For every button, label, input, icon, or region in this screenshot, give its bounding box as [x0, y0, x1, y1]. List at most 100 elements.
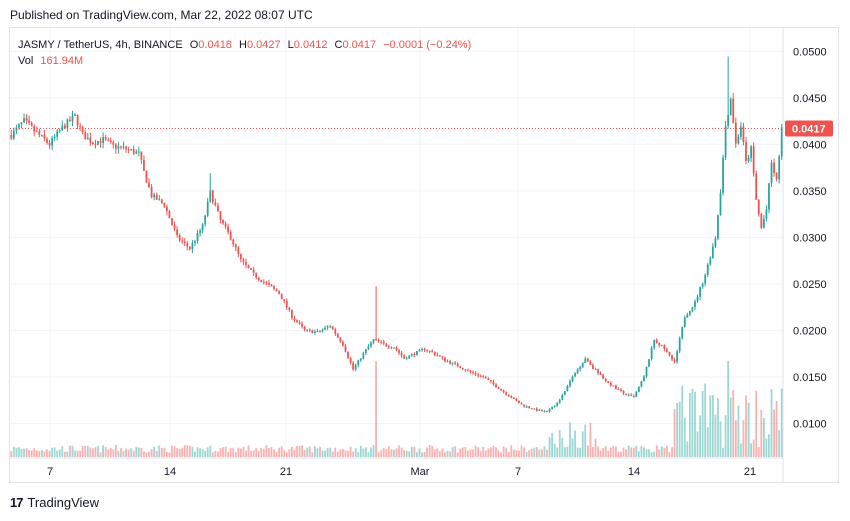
volume-bar [224, 446, 227, 457]
candle-body [89, 137, 92, 143]
volume-bar [648, 449, 650, 457]
volume-bar [74, 450, 76, 457]
volume-bar [691, 388, 694, 457]
time-tick-label: 7 [515, 466, 521, 478]
candle-body [418, 349, 421, 352]
volume-bar [548, 437, 551, 457]
volume-bar [592, 447, 594, 457]
time-tick-label: 14 [164, 466, 176, 478]
candle-body [464, 369, 467, 371]
candle-body [584, 358, 587, 363]
candle-body [76, 114, 79, 126]
volume-bar [364, 447, 367, 457]
volume-bar [671, 447, 673, 457]
volume-bar [681, 385, 684, 457]
volume-bar [688, 392, 691, 457]
candle-body [423, 349, 426, 351]
tradingview-brand[interactable]: TradingView [27, 495, 100, 510]
candle-body [188, 246, 191, 250]
volume-bar [362, 448, 365, 457]
candle-body [211, 190, 214, 203]
candle-body [127, 149, 130, 151]
candle-body [775, 172, 778, 180]
volume-bar [301, 445, 304, 457]
candle-body [114, 144, 117, 149]
candle-body [117, 146, 120, 149]
volume-bar [237, 447, 240, 457]
volume-bar [505, 447, 508, 457]
volume-bar [382, 447, 385, 457]
volume-bar [454, 446, 457, 457]
volume-bar [173, 446, 176, 457]
candle-body [158, 199, 161, 201]
volume-bar [732, 389, 735, 457]
candle-body [288, 307, 291, 310]
price-tick-label: 0.0450 [793, 93, 827, 105]
candle-body [280, 293, 283, 300]
volume-bar [372, 445, 375, 457]
candle-body [747, 157, 750, 161]
volume-bar [99, 452, 102, 457]
candle-body [673, 359, 676, 362]
candle-body [385, 343, 388, 346]
volume-bar [658, 449, 661, 457]
volume-layer [10, 361, 783, 457]
volume-bar [94, 447, 97, 457]
volume-bar [229, 448, 232, 457]
volume-bar [408, 451, 411, 457]
volume-bar [354, 448, 357, 457]
volume-bar [525, 452, 528, 457]
candle-body [416, 351, 418, 356]
volume-bar [711, 395, 714, 457]
candle-body [137, 151, 140, 153]
open-value: 0.0418 [198, 39, 232, 51]
candle-body [413, 354, 416, 356]
chart-frame[interactable] [9, 27, 839, 483]
volume-bar [112, 449, 115, 457]
candle-layer [10, 56, 783, 413]
volume-bar [461, 447, 464, 457]
volume-bar [204, 450, 207, 457]
volume-bar [321, 450, 324, 457]
volume-bar [459, 448, 462, 457]
volume-bar [10, 450, 13, 457]
volume-bar [775, 401, 778, 457]
price-tick-label: 0.0150 [793, 372, 827, 384]
candle-body [456, 363, 459, 367]
volume-bar [576, 447, 579, 457]
volume-bar [370, 447, 372, 457]
volume-bar [140, 447, 143, 457]
candle-body [199, 230, 201, 234]
volume-bar [347, 451, 349, 457]
volume-bar [477, 447, 480, 457]
candle-body [270, 284, 273, 287]
volume-bar [717, 398, 719, 457]
candle-body [602, 374, 605, 379]
candle-body [492, 381, 495, 385]
volume-value: 161.94M [40, 55, 84, 67]
volume-bar [694, 391, 696, 457]
candle-body [336, 333, 339, 338]
volume-bar [464, 446, 467, 457]
volume-bar [255, 448, 258, 457]
candle-body [130, 149, 133, 151]
volume-bar [673, 408, 676, 457]
volume-bar [46, 449, 48, 457]
candle-body [206, 201, 209, 216]
volume-bar [339, 449, 342, 457]
candle-body [153, 194, 156, 198]
volume-bar [188, 445, 191, 457]
footer: 17 TradingView [10, 495, 99, 510]
candle-body [745, 142, 747, 161]
candle-body [658, 342, 661, 346]
volume-bar [171, 445, 173, 457]
candle-body [306, 329, 309, 331]
candle-body [653, 339, 656, 348]
volume-bar [706, 427, 709, 457]
candle-body [349, 357, 352, 363]
volume-bar [620, 451, 622, 457]
candle-body [273, 286, 275, 289]
candle-body [176, 229, 178, 236]
candle-body [313, 331, 316, 334]
